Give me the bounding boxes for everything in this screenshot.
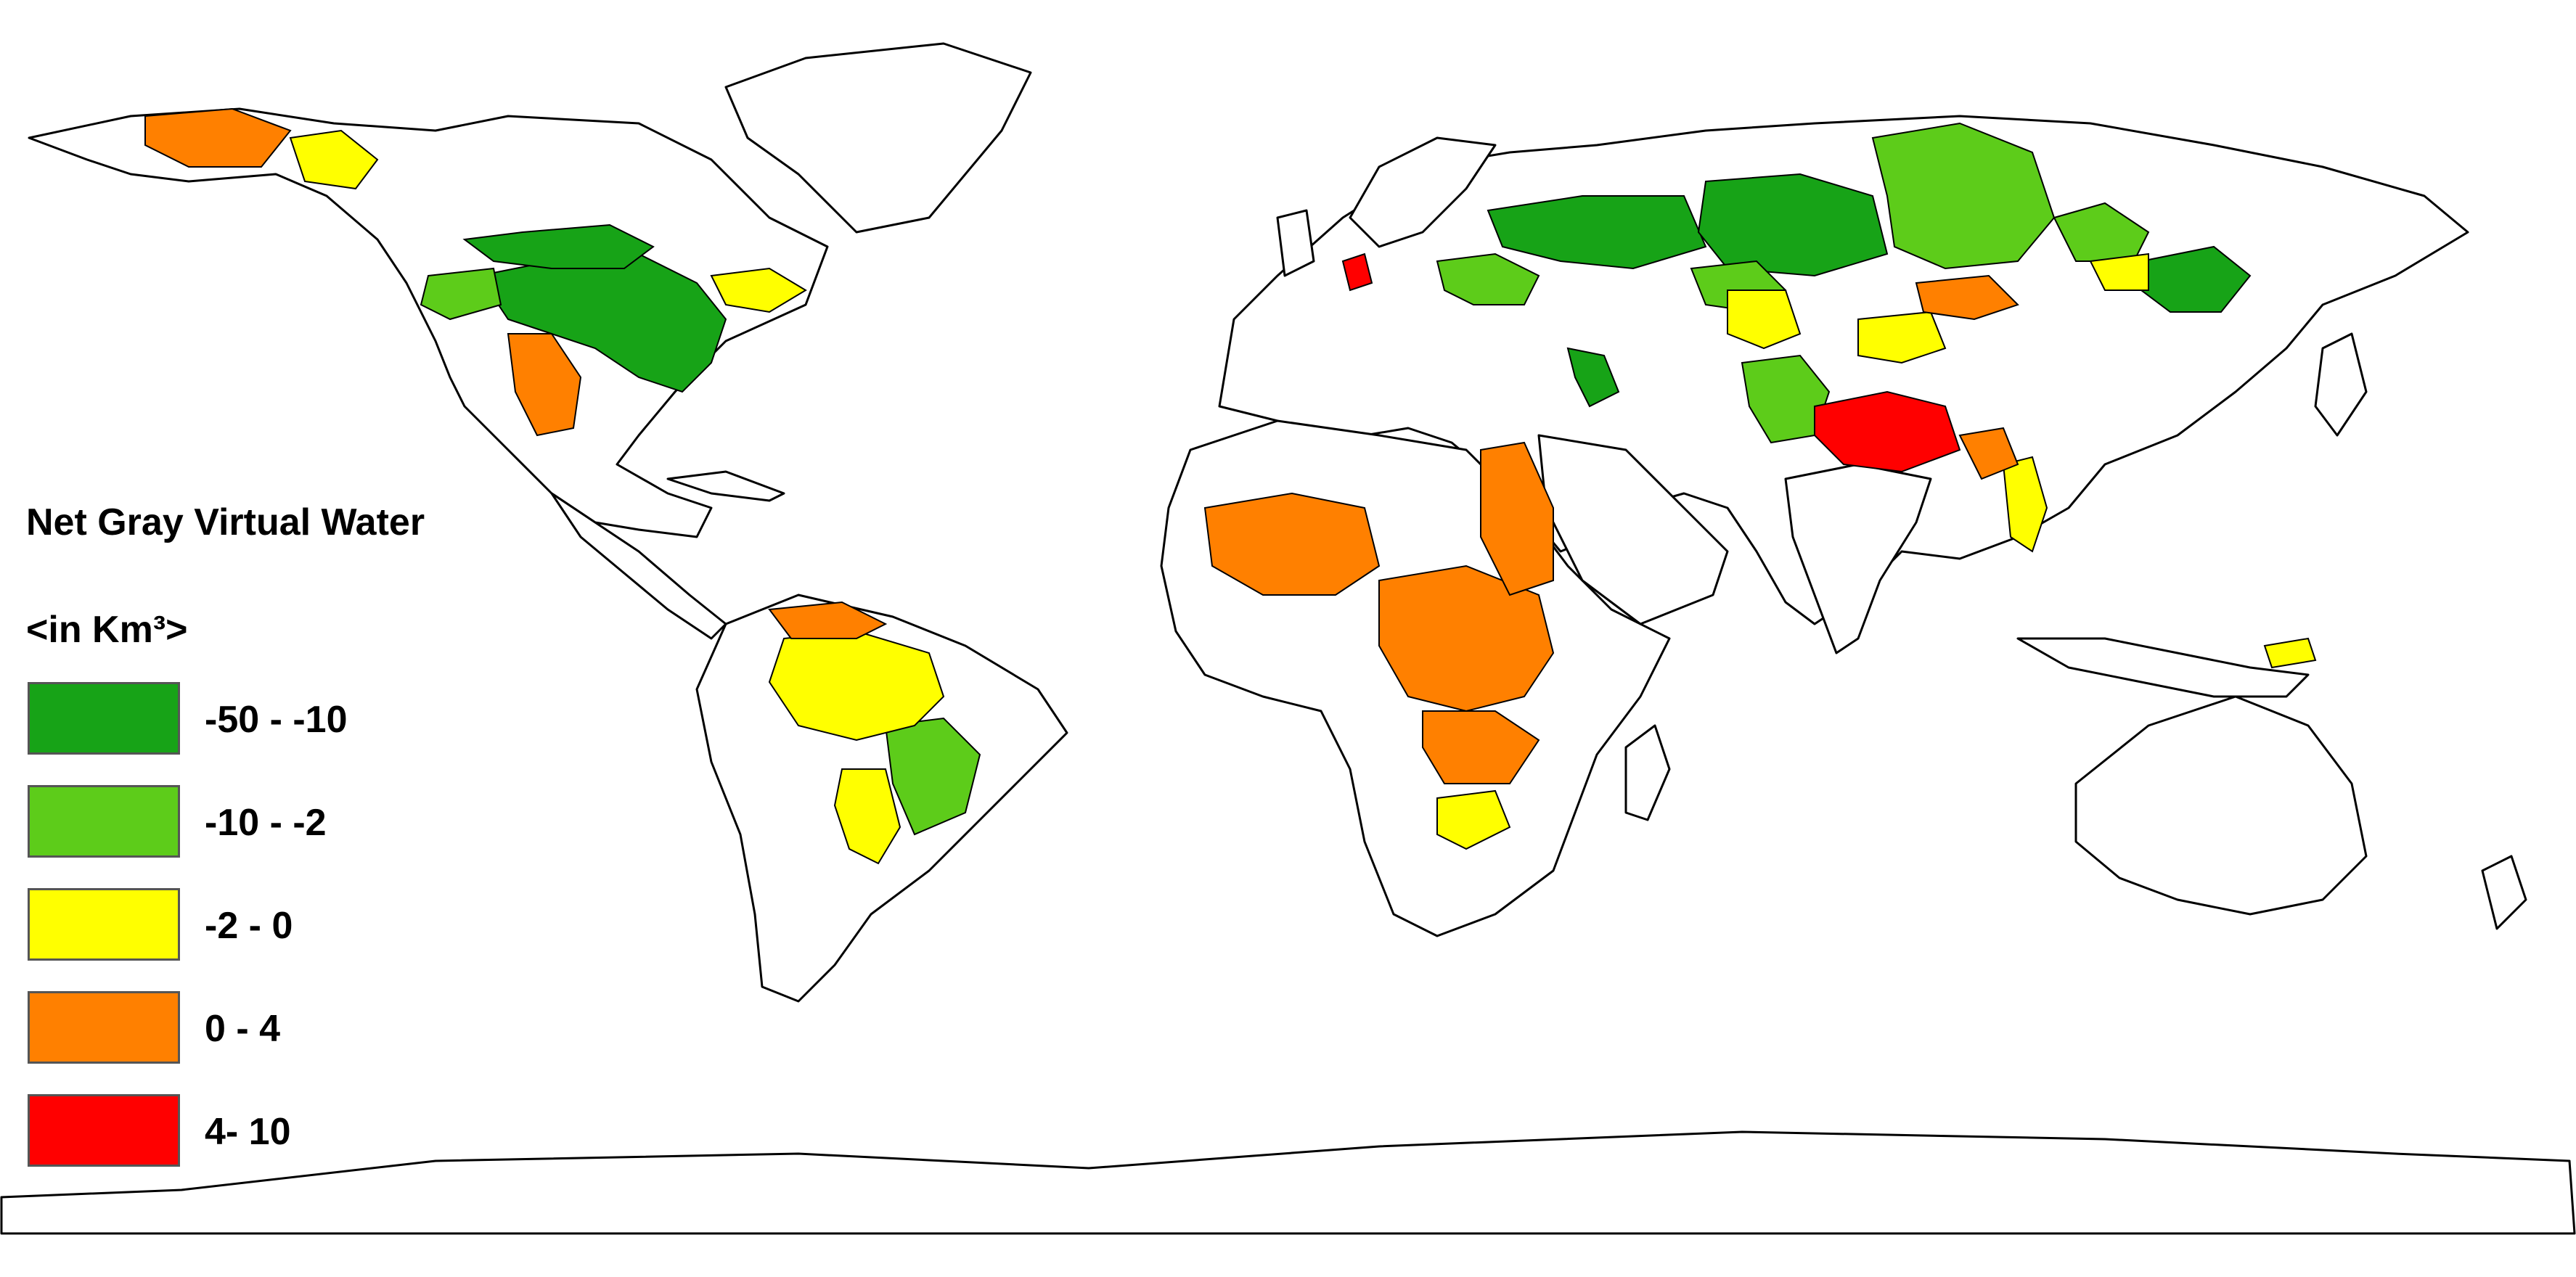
basin-niger <box>1203 492 1381 596</box>
basin-orange <box>1436 789 1511 850</box>
caribbean-outline <box>666 470 785 502</box>
basin-mekong <box>2002 456 2048 553</box>
basin-mackenzie <box>462 223 655 269</box>
basin-rhine <box>1341 252 1373 292</box>
japan-outline <box>2314 332 2368 437</box>
legend-swatch-1 <box>28 682 180 755</box>
basin-congo <box>1378 564 1555 713</box>
north-america-outline <box>28 107 829 538</box>
legend-label-2: -10 - -2 <box>205 802 327 844</box>
basin-nile <box>1480 441 1554 596</box>
basin-yukon <box>289 129 379 190</box>
basins-class-3 <box>289 129 2317 865</box>
basin-volga <box>1487 195 1707 270</box>
legend-swatch-5 <box>28 1094 180 1167</box>
basin-amazon <box>768 630 945 742</box>
basin-orinoco <box>768 601 888 639</box>
antarctica-outline <box>0 1130 2576 1235</box>
basin-aral-east <box>1727 290 1802 350</box>
legend-swatch-3 <box>28 888 180 961</box>
basin-lena <box>2053 202 2150 262</box>
india-outline <box>1784 463 1932 654</box>
basin-ganges <box>1814 390 1961 473</box>
basin-amur-west <box>2089 252 2149 291</box>
central-america-outline <box>550 492 727 640</box>
basin-columbia <box>420 267 502 321</box>
arabia-outline <box>1537 434 1729 625</box>
basins-class-5 <box>1341 252 1961 473</box>
legend-swatch-4 <box>28 991 180 1064</box>
greenland-outline <box>724 42 1032 234</box>
legend-unit: <in Km³> <box>26 609 188 651</box>
indonesia-outline <box>2016 637 2310 698</box>
basin-ob <box>1697 173 1889 277</box>
madagascar-outline <box>1624 724 1671 821</box>
basin-alaska <box>144 107 292 168</box>
basins-class-2 <box>420 122 2150 836</box>
legend-title: Net Gray Virtual Water <box>26 501 425 543</box>
basin-ganges-east <box>1958 427 2019 480</box>
australia-outline <box>2074 695 2368 916</box>
basin-sepik <box>2263 637 2317 669</box>
basins-class-4 <box>144 107 2019 784</box>
basin-tigris <box>1566 347 1620 408</box>
legend-label-5: 4- 10 <box>205 1111 291 1153</box>
basin-zambezi <box>1422 710 1540 784</box>
basin-sao-francisco <box>833 768 901 865</box>
new-zealand-outline <box>2481 855 2527 930</box>
legend-label-4: 0 - 4 <box>205 1008 281 1050</box>
basin-colorado <box>507 333 582 437</box>
legend-label-1: -50 - -10 <box>205 699 348 741</box>
basin-st-lawrence <box>710 267 807 313</box>
basin-tarim <box>1857 311 1947 364</box>
basin-danube <box>1436 252 1540 305</box>
british-isles-outline <box>1276 209 1315 277</box>
legend-swatch-2 <box>28 785 180 858</box>
basin-yenisei <box>1871 122 2056 270</box>
legend-label-3: -2 - 0 <box>205 905 293 947</box>
scandinavia-outline <box>1349 136 1497 248</box>
basins-class-1 <box>462 173 2252 408</box>
basin-central-asia <box>1915 274 2019 321</box>
basin-parana <box>884 717 981 836</box>
